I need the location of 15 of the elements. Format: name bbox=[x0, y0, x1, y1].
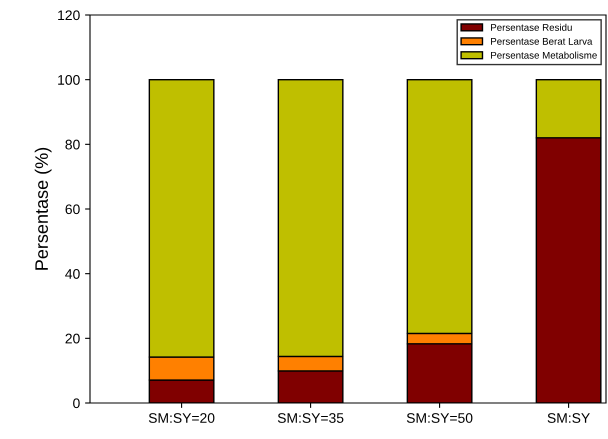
y-tick-label: 40 bbox=[65, 269, 80, 279]
legend-label: Persentase Metabolisme bbox=[491, 52, 597, 59]
x-tick-label: SM:SY bbox=[548, 413, 590, 423]
y-tick-label: 60 bbox=[66, 204, 80, 214]
y-tick-label: 20 bbox=[66, 334, 80, 344]
x-tick-label: SM:SY=50 bbox=[406, 413, 472, 423]
y-tick-label: 100 bbox=[58, 75, 80, 85]
legend-label: Persentase Berat Larva bbox=[491, 38, 592, 45]
legend-label: Persentase Residu bbox=[491, 24, 572, 31]
y-tick-label: 80 bbox=[65, 140, 80, 150]
y-axis-title: Persentase (%) bbox=[34, 148, 52, 270]
x-tick-label: SM:SY=35 bbox=[278, 413, 344, 423]
y-tick-label: 120 bbox=[58, 10, 80, 20]
y-tick-label: 0 bbox=[73, 398, 80, 408]
x-tick-label: SM:SY=20 bbox=[148, 413, 214, 423]
